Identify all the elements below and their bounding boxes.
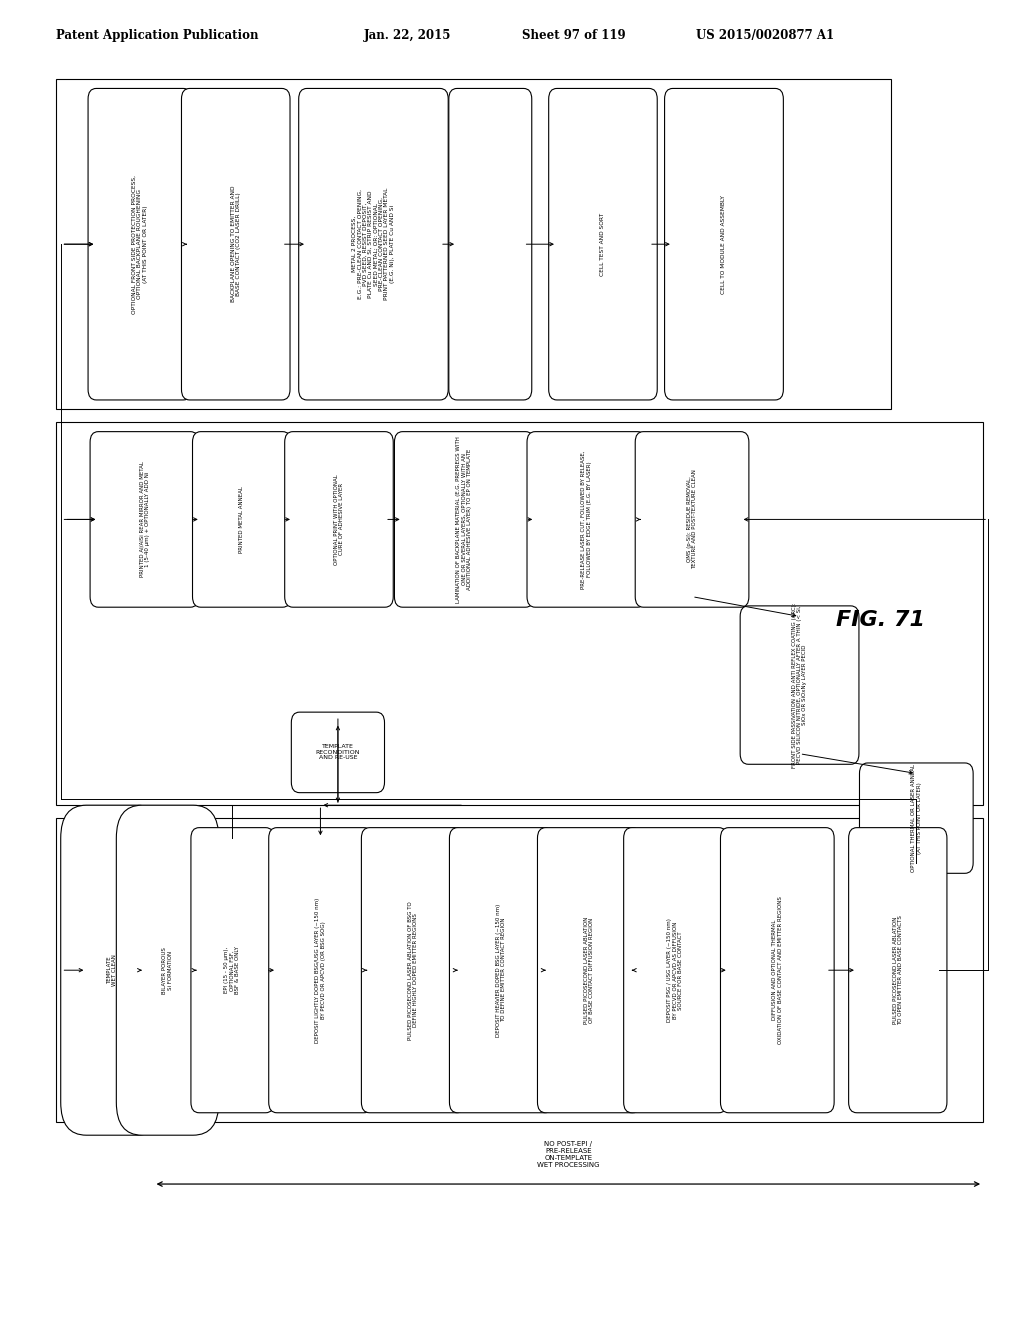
Text: CELL TO MODULE AND ASSEMBLY: CELL TO MODULE AND ASSEMBLY	[722, 195, 726, 293]
FancyBboxPatch shape	[624, 828, 727, 1113]
Text: Jan. 22, 2015: Jan. 22, 2015	[364, 29, 451, 42]
FancyBboxPatch shape	[299, 88, 449, 400]
FancyBboxPatch shape	[450, 828, 553, 1113]
FancyBboxPatch shape	[361, 828, 465, 1113]
FancyBboxPatch shape	[527, 432, 646, 607]
Text: BILAYER POROUS
Si FORMATION: BILAYER POROUS Si FORMATION	[163, 946, 173, 994]
Text: DEPOSIT PSG / USG LAYER (~150 nm)
BY PECVD OR APCVD AS DIFFUSION
SOURCE FOR BASE: DEPOSIT PSG / USG LAYER (~150 nm) BY PEC…	[668, 919, 683, 1022]
FancyBboxPatch shape	[849, 828, 947, 1113]
FancyBboxPatch shape	[665, 88, 783, 400]
Bar	[56, 79, 891, 409]
Text: OPTIONAL FRONT SIDE PROTECTION PROCESS,
OPTIONAL BACKPLANE ROUGHENING
(AT THIS P: OPTIONAL FRONT SIDE PROTECTION PROCESS, …	[132, 174, 147, 314]
FancyBboxPatch shape	[635, 432, 749, 607]
FancyBboxPatch shape	[60, 805, 163, 1135]
Text: PRINTED METAL ANNEAL: PRINTED METAL ANNEAL	[240, 486, 244, 553]
Text: PULSED PICOSECOND LASER ABLATION
OF BASE CONTACT DIFFUSION REGION: PULSED PICOSECOND LASER ABLATION OF BASE…	[584, 916, 594, 1024]
FancyBboxPatch shape	[90, 432, 199, 607]
Text: EPI (15 - 50 μm),
OPTIONAL FSF,
BSF & BASE ONLY: EPI (15 - 50 μm), OPTIONAL FSF, BSF & BA…	[224, 946, 241, 994]
Text: US 2015/0020877 A1: US 2015/0020877 A1	[696, 29, 835, 42]
Text: LAMINATION OF BACKPLANE MATERIAL (E.G. PREPREGS WITH
ONE OR SEVERAL LAYERS, OPTI: LAMINATION OF BACKPLANE MATERIAL (E.G. P…	[456, 436, 472, 603]
FancyBboxPatch shape	[721, 828, 835, 1113]
FancyBboxPatch shape	[117, 805, 219, 1135]
Text: OPTIONAL THERMAL OR LASER ANNEAL
(AT THIS POINT OR LATER): OPTIONAL THERMAL OR LASER ANNEAL (AT THI…	[911, 764, 922, 873]
Bar	[56, 422, 983, 805]
Text: METAL 2 PROCESS,
E.G.: PRE-CLEAN CONTACT OPENING,
PVD SEED, RESIST DEPOSIT,
PLAT: METAL 2 PROCESS, E.G.: PRE-CLEAN CONTACT…	[352, 187, 395, 301]
FancyBboxPatch shape	[193, 432, 291, 607]
FancyBboxPatch shape	[538, 828, 641, 1113]
Text: Sheet 97 of 119: Sheet 97 of 119	[522, 29, 626, 42]
Text: BACKPLANE OPENING TO EMITTER AND
BASE CONTACT (CO2 LASER DRILL): BACKPLANE OPENING TO EMITTER AND BASE CO…	[230, 186, 241, 302]
Text: FIG. 71: FIG. 71	[837, 610, 925, 631]
FancyBboxPatch shape	[88, 88, 191, 400]
FancyBboxPatch shape	[181, 88, 290, 400]
FancyBboxPatch shape	[449, 88, 531, 400]
Text: TEMPLATE
RECONDITION
AND RE-USE: TEMPLATE RECONDITION AND RE-USE	[315, 744, 360, 760]
FancyBboxPatch shape	[740, 606, 859, 764]
Text: CELL TEST AND SORT: CELL TEST AND SORT	[600, 213, 605, 276]
FancyBboxPatch shape	[268, 828, 372, 1113]
Text: QMS (p-Si): RESIDUE REMOVAL,
TEXTURE AND POST-TEXTURE CLEAN: QMS (p-Si): RESIDUE REMOVAL, TEXTURE AND…	[687, 470, 697, 569]
FancyBboxPatch shape	[394, 432, 534, 607]
Text: DIFFUSION AND OPTIONAL THERMAL
OXIDATION OF BASE CONTACT AND EMITTER REGIONS: DIFFUSION AND OPTIONAL THERMAL OXIDATION…	[772, 896, 782, 1044]
Text: DEPOSIT LIGHTLY DOPED BSG/USG LAYER (~150 nm)
BY PECVD OR APCVD (OR BSG SOG): DEPOSIT LIGHTLY DOPED BSG/USG LAYER (~15…	[315, 898, 326, 1043]
FancyBboxPatch shape	[549, 88, 657, 400]
Text: FRONT SIDE PASSIVATION AND ANTI REFLEX COATING (ARC):
PECVD SILICON NITRIDE, OPT: FRONT SIDE PASSIVATION AND ANTI REFLEX C…	[792, 602, 808, 768]
Bar	[56, 818, 983, 1122]
Text: PRINTED Al/AlSi REAR MIRROR AND METAL
1 (5-40 μm) + OPTIONALLY ADD Ni: PRINTED Al/AlSi REAR MIRROR AND METAL 1 …	[139, 462, 150, 577]
FancyBboxPatch shape	[859, 763, 973, 874]
Text: PULSED PICOSECOND LASER ABLATION
TO OPEN EMITTER AND BASE CONTACTS: PULSED PICOSECOND LASER ABLATION TO OPEN…	[893, 915, 903, 1026]
Text: PULSED PICOSECOND LASER ABLATION OF BSG TO
DEFINE HIGHLY DOPED EMITTER REGIONS: PULSED PICOSECOND LASER ABLATION OF BSG …	[408, 900, 419, 1040]
Text: Patent Application Publication: Patent Application Publication	[56, 29, 259, 42]
Text: TEMPLATE
WET CLEAN: TEMPLATE WET CLEAN	[106, 954, 117, 986]
Text: OPTIONAL PRINT WITH OPTIONAL
CURE OF ADHESIVE LAYER: OPTIONAL PRINT WITH OPTIONAL CURE OF ADH…	[334, 474, 344, 565]
FancyBboxPatch shape	[190, 828, 273, 1113]
FancyBboxPatch shape	[285, 432, 393, 607]
FancyBboxPatch shape	[292, 713, 385, 792]
Text: PRE-RELEASE LASER CUT, FOLLOWED BY RELEASE,
FOLLOWED BY EDGE TRIM (E.G. BY LASER: PRE-RELEASE LASER CUT, FOLLOWED BY RELEA…	[582, 450, 592, 589]
Text: NO POST-EPI /
PRE-RELEASE
ON-TEMPLATE
WET PROCESSING: NO POST-EPI / PRE-RELEASE ON-TEMPLATE WE…	[537, 1142, 600, 1168]
Text: DEPOSIT HEAVIER DOPED BSG LAYER (~150 nm)
TO DEFINE EMITTER CONTACT REGION: DEPOSIT HEAVIER DOPED BSG LAYER (~150 nm…	[496, 904, 506, 1036]
